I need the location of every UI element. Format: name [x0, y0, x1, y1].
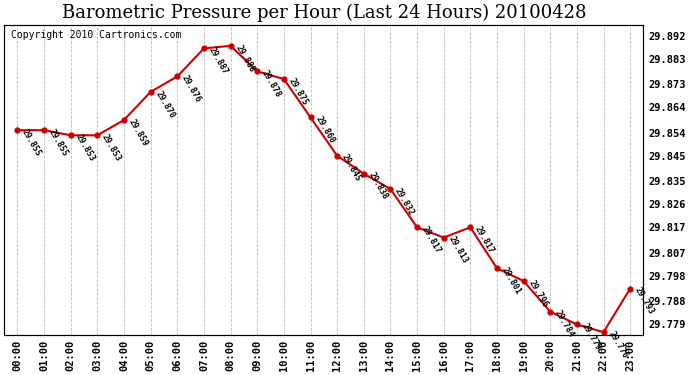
Text: 29.855: 29.855: [20, 128, 43, 158]
Text: 29.860: 29.860: [313, 115, 336, 145]
Text: 29.779: 29.779: [580, 322, 602, 352]
Text: 29.817: 29.817: [473, 225, 496, 255]
Text: 29.878: 29.878: [260, 69, 283, 99]
Text: 29.784: 29.784: [553, 309, 576, 339]
Text: 29.838: 29.838: [366, 171, 389, 201]
Text: 29.870: 29.870: [153, 89, 176, 120]
Text: Copyright 2010 Cartronics.com: Copyright 2010 Cartronics.com: [10, 30, 181, 40]
Text: 29.876: 29.876: [180, 74, 203, 104]
Text: 29.853: 29.853: [100, 132, 123, 163]
Text: 29.813: 29.813: [446, 235, 469, 265]
Text: 29.776: 29.776: [607, 329, 629, 360]
Text: 29.853: 29.853: [74, 132, 97, 163]
Text: 29.887: 29.887: [207, 46, 230, 76]
Text: 29.832: 29.832: [393, 186, 416, 217]
Text: 29.888: 29.888: [233, 43, 256, 74]
Text: 29.855: 29.855: [47, 128, 70, 158]
Text: 29.817: 29.817: [420, 225, 442, 255]
Text: 29.875: 29.875: [286, 76, 309, 107]
Text: 29.845: 29.845: [340, 153, 363, 183]
Text: 29.793: 29.793: [633, 286, 656, 316]
Text: 29.859: 29.859: [127, 117, 150, 148]
Title: Barometric Pressure per Hour (Last 24 Hours) 20100428: Barometric Pressure per Hour (Last 24 Ho…: [61, 4, 586, 22]
Text: 29.796: 29.796: [526, 278, 549, 309]
Text: 29.801: 29.801: [500, 266, 522, 296]
